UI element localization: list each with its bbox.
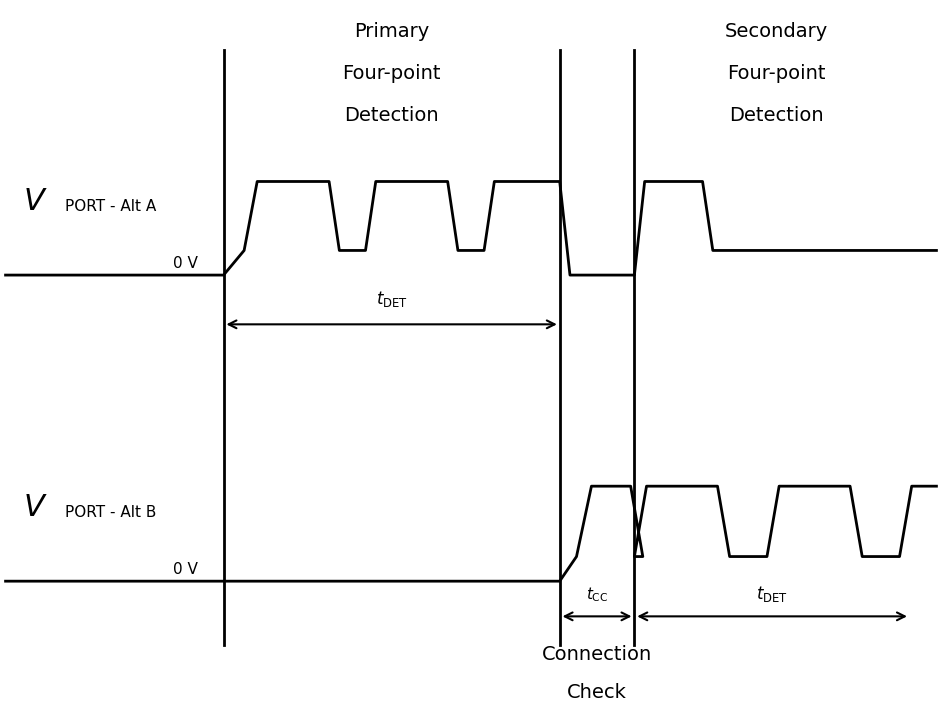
Text: Secondary: Secondary <box>725 22 828 41</box>
Text: Four-point: Four-point <box>727 64 826 83</box>
Text: $t_{\mathrm{DET}}$: $t_{\mathrm{DET}}$ <box>376 289 408 309</box>
Text: Detection: Detection <box>345 106 439 125</box>
Text: Detection: Detection <box>729 106 824 125</box>
Text: PORT - Alt A: PORT - Alt A <box>65 199 156 214</box>
Text: Connection: Connection <box>542 644 652 664</box>
Text: 0 V: 0 V <box>173 256 199 271</box>
Text: $t_{\mathrm{CC}}$: $t_{\mathrm{CC}}$ <box>586 585 609 604</box>
Text: Four-point: Four-point <box>342 64 441 83</box>
Text: $V$: $V$ <box>23 492 47 523</box>
Text: Check: Check <box>567 684 627 702</box>
Text: $V$: $V$ <box>23 186 47 216</box>
Text: $t_{\mathrm{DET}}$: $t_{\mathrm{DET}}$ <box>756 584 788 604</box>
Text: 0 V: 0 V <box>173 562 199 577</box>
Text: Primary: Primary <box>354 22 430 41</box>
Text: PORT - Alt B: PORT - Alt B <box>65 506 156 520</box>
